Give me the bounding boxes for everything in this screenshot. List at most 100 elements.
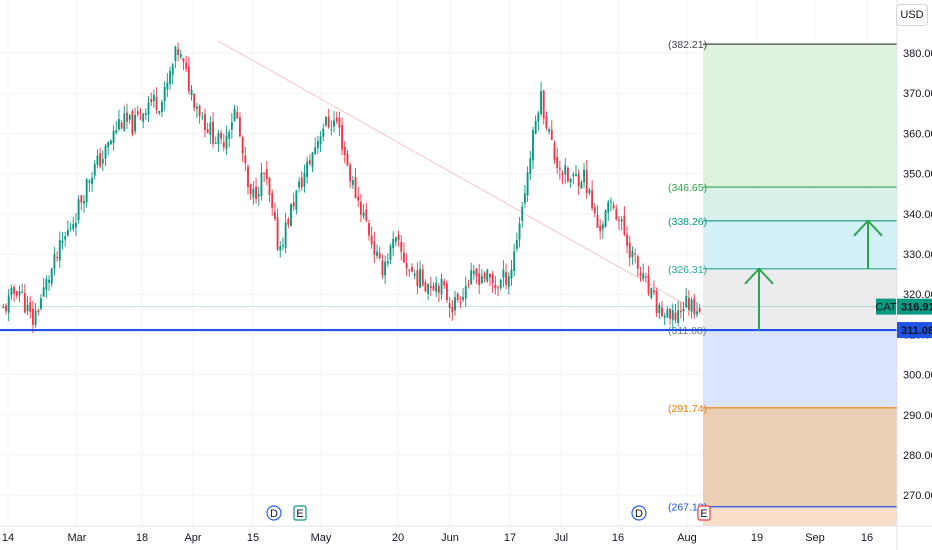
candle-body (298, 181, 301, 188)
candle-body (620, 219, 623, 222)
candle-body (83, 201, 85, 204)
ticker-badge (876, 298, 896, 315)
candle-body (424, 282, 427, 292)
candle-body (161, 102, 163, 112)
candle-body (287, 219, 290, 225)
candle-body (158, 111, 161, 114)
candle-body (386, 261, 389, 264)
candle-body (182, 58, 185, 63)
candle-body (247, 166, 249, 188)
candle-body (623, 215, 626, 235)
up-arrow-head (744, 267, 774, 285)
candle-body (631, 250, 634, 257)
currency-selector[interactable]: USD (896, 4, 928, 26)
candle-body (311, 152, 314, 168)
support-price-value: 311.08 (901, 325, 932, 337)
candle-body (45, 279, 48, 290)
earnings-marker[interactable] (293, 505, 307, 521)
candle-body (238, 117, 241, 137)
candle-body (15, 291, 18, 296)
candle-body (537, 112, 540, 122)
candle-body (212, 121, 214, 144)
candle-body (499, 279, 502, 289)
dividend-marker[interactable] (266, 505, 282, 521)
candle-body (696, 311, 698, 315)
candle-body (658, 304, 661, 313)
candle-body (650, 287, 653, 298)
candle-body (177, 48, 180, 55)
candle-body (618, 219, 620, 221)
candle-body (257, 194, 260, 197)
candle-body (489, 273, 491, 278)
candle-body (112, 130, 115, 143)
fib-zone (703, 506, 897, 526)
earnings-marker[interactable] (697, 505, 711, 521)
candle-body (214, 143, 217, 145)
candle-body (607, 201, 610, 213)
dividend-marker[interactable] (631, 505, 647, 521)
time-tick-label: May (311, 532, 332, 544)
candle-body (341, 124, 344, 150)
candle-body (80, 195, 83, 203)
candle-body (529, 158, 532, 174)
candle-body (152, 95, 155, 102)
time-tick-label: 18 (136, 532, 148, 544)
fib-zone (703, 44, 897, 188)
event-marker-label: E (296, 508, 303, 520)
candle-body (599, 225, 602, 231)
candle-body (204, 114, 206, 130)
candle-body (322, 128, 325, 137)
candle-body (142, 113, 145, 122)
candle-body (521, 206, 524, 221)
candle-body (370, 235, 373, 245)
candle-body (368, 223, 370, 236)
time-tick-label: 20 (392, 532, 404, 544)
candle-body (58, 239, 61, 261)
candle-body (74, 222, 77, 228)
candle-body (690, 299, 693, 312)
candle-body (193, 93, 196, 109)
candle-body (540, 90, 542, 114)
candle-body (185, 62, 188, 69)
candle-body (394, 237, 397, 242)
candle-body (319, 136, 322, 145)
fib-zone (703, 220, 897, 269)
candle-body (413, 273, 416, 276)
candle-body (381, 260, 384, 276)
time-tick-label: Sep (805, 532, 825, 544)
candle-body (10, 287, 13, 296)
candle-body (532, 130, 534, 161)
candle-body (64, 236, 67, 240)
candle-body (276, 217, 279, 250)
candle-body (569, 178, 572, 183)
candle-body (163, 87, 166, 102)
candle-body (384, 261, 387, 276)
candle-body (107, 142, 110, 148)
candle-body (515, 240, 518, 249)
price-tick-label: 320.00 (903, 289, 932, 301)
candle-body (609, 201, 612, 203)
candle-body (583, 169, 585, 183)
candle-body (669, 308, 672, 319)
candle-body (593, 207, 596, 214)
candle-body (195, 107, 198, 109)
time-tick-label: 16 (861, 532, 873, 544)
candle-body (507, 276, 510, 287)
price-tick-label: 370.00 (903, 88, 932, 100)
price-tick-label: 290.00 (903, 410, 932, 422)
candle-body (179, 54, 182, 58)
candle-body (419, 269, 421, 288)
fib-level-label: (338.26) (668, 216, 707, 228)
candle-body (604, 210, 607, 227)
candle-body (249, 184, 252, 195)
candle-body (647, 275, 650, 294)
candle-body (615, 208, 618, 220)
candle-body (462, 296, 465, 300)
candle-body (2, 307, 5, 309)
candle-body (411, 266, 413, 272)
time-tick-label: Jul (554, 532, 568, 544)
candle-body (147, 102, 150, 115)
candle-body (566, 168, 569, 182)
candle-body (155, 97, 158, 110)
